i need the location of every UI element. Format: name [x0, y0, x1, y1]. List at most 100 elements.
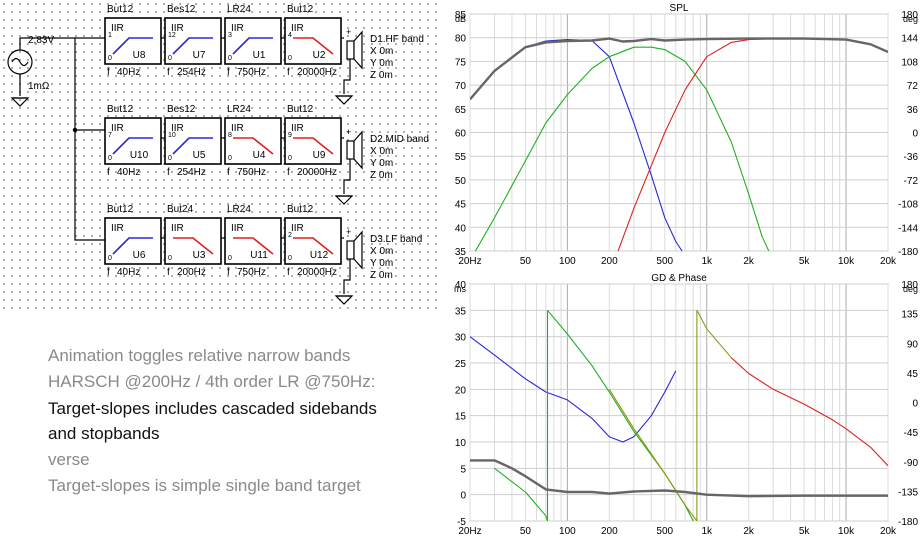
- y-tick-label: 55: [455, 152, 467, 163]
- filter-box[interactable]: [284, 17, 342, 65]
- y-tick-label: 40: [455, 223, 467, 234]
- filter-type-label: Bes12: [167, 104, 196, 115]
- spl-chart[interactable]: 35 40 45 50 55 60 65 70 75 80 85 -180 -144 -108 -72 -36…: [455, 3, 919, 275]
- source-resistance-label: 1mΩ: [28, 81, 50, 92]
- filter-box[interactable]: [284, 217, 342, 265]
- series-olive-line: [696, 310, 732, 359]
- driver-y-label: Y 0m: [370, 58, 393, 69]
- x-tick-label: 5k: [799, 256, 811, 267]
- speaker-icon[interactable]: [353, 230, 363, 270]
- caption-line-1: Animation toggles relative narrow bands: [48, 346, 351, 365]
- filter-type-label: LR24: [227, 204, 251, 215]
- filter-block-u3[interactable]: But24 IIR 0 U3 f 200Hz: [164, 204, 222, 278]
- y2-tick-label: 180: [901, 280, 918, 291]
- y-tick-label: 45: [455, 200, 467, 211]
- ground-icon: [334, 195, 354, 205]
- driver-ground-icon: [334, 295, 354, 305]
- y-tick-label: 0: [460, 491, 466, 502]
- y-tick-label: -5: [457, 517, 466, 528]
- y-tick-label: 40: [455, 280, 467, 291]
- speaker-icon[interactable]: [353, 130, 363, 170]
- speaker-icon[interactable]: [353, 30, 363, 70]
- filter-iir-label: IIR: [111, 223, 124, 234]
- filter-block-u6[interactable]: But12 IIR 0 U6 f 40Hz: [104, 204, 162, 278]
- filter-pin-number: 12: [168, 32, 176, 39]
- filter-box[interactable]: [224, 17, 282, 65]
- filter-box[interactable]: [104, 17, 162, 65]
- x-tick-label: 10k: [838, 526, 855, 537]
- filter-box[interactable]: [224, 117, 282, 165]
- ground-icon: [334, 95, 354, 105]
- series-mid-line: [474, 46, 770, 251]
- speaker-body[interactable]: [346, 240, 355, 260]
- series-sum-line: [470, 459, 888, 498]
- schematic-canvas[interactable]: 2,83V 1mΩ But12 IIR 1 0 U8 f 40Hz Bes12 IIR 12 0 U7 f 2…: [0, 0, 440, 310]
- plot-area[interactable]: [469, 283, 889, 522]
- highpass-curve-icon: [112, 37, 153, 55]
- filter-freq-prefix: f: [167, 267, 170, 278]
- x-tick-label: 100: [559, 526, 576, 537]
- sine-wave-icon: [11, 57, 29, 67]
- driver-z-label: Z 0m: [370, 270, 393, 281]
- highpass-curve-icon: [112, 137, 153, 155]
- filter-type-label: But12: [107, 4, 134, 15]
- caption-line-2: HARSCH @200Hz / 4th order LR @750Hz:: [48, 372, 376, 391]
- gd-phase-chart[interactable]: -5 0 5 10 15 20 25 30 35 40 -180 -135 -90 -45 0 45 90 135…: [454, 273, 918, 537]
- filter-id-label: U8: [133, 50, 146, 61]
- filter-freq-label: 20000Hz: [297, 267, 337, 278]
- y-tick-label: 35: [455, 247, 467, 258]
- driver-ground-icon: [334, 95, 354, 105]
- y-tick-label: 60: [455, 129, 467, 140]
- x-tick-label: 50: [520, 526, 532, 537]
- y2-tick-label: 144: [901, 34, 918, 45]
- x-tick-label: 100: [559, 256, 576, 267]
- driver-3[interactable]: [346, 230, 363, 270]
- series-group: [470, 37, 888, 251]
- caption-line-5: verse: [48, 450, 90, 469]
- speaker-body[interactable]: [346, 40, 355, 60]
- series-hf-line: [730, 357, 888, 467]
- filter-box[interactable]: [164, 17, 222, 65]
- filter-type-label: LR24: [227, 104, 251, 115]
- y-tick-label: 30: [455, 333, 467, 344]
- filter-pin-zero: 0: [228, 255, 232, 262]
- filter-box[interactable]: [164, 217, 222, 265]
- filter-box[interactable]: [224, 217, 282, 265]
- y2-tick-label: 108: [901, 57, 918, 68]
- filter-box[interactable]: [164, 117, 222, 165]
- filter-freq-label: 20000Hz: [297, 167, 337, 178]
- driver-return-wire: [343, 59, 351, 94]
- y-tick-label: 85: [455, 10, 467, 21]
- y2-tick-label: -45: [904, 428, 919, 439]
- highpass-curve-icon: [112, 237, 153, 255]
- filter-box[interactable]: [104, 217, 162, 265]
- filter-iir-label: IIR: [231, 223, 244, 234]
- filter-box[interactable]: [284, 117, 342, 165]
- lowpass-curve-icon: [233, 137, 274, 155]
- filter-box[interactable]: [104, 117, 162, 165]
- driver-x-label: X 0m: [370, 46, 393, 57]
- filter-block-u11[interactable]: LR24 IIR 0 U11 f 750Hz: [224, 204, 282, 278]
- y-unit-label: ms: [454, 284, 466, 294]
- driver-2[interactable]: [346, 130, 363, 170]
- y2-tick-label: -90: [904, 458, 919, 469]
- filter-pin-number: 9: [288, 132, 292, 139]
- speaker-body[interactable]: [346, 140, 355, 160]
- filter-id-label: U4: [253, 150, 266, 161]
- y2-unit-label: deg: [903, 14, 918, 24]
- filter-pin-number: 4: [288, 32, 292, 39]
- driver-1[interactable]: [346, 30, 363, 70]
- filter-id-label: U11: [250, 250, 268, 261]
- filter-freq-label: 40Hz: [117, 67, 140, 78]
- filter-freq-prefix: f: [227, 167, 230, 178]
- filter-pin-zero: 0: [168, 155, 172, 162]
